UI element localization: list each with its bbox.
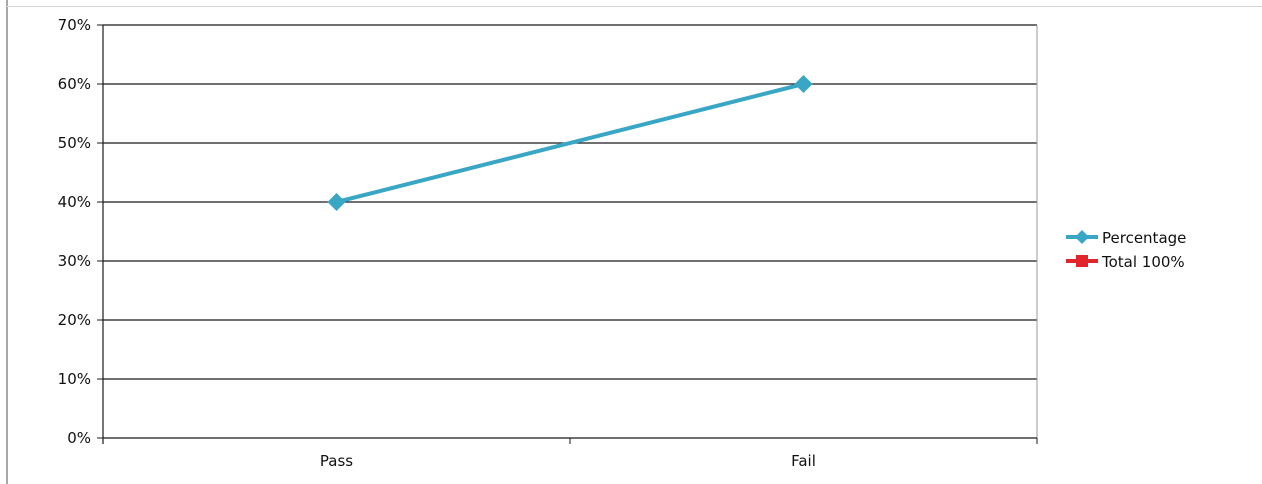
series xyxy=(327,75,813,211)
y-tick-label: 50% xyxy=(58,134,91,152)
gridlines xyxy=(103,24,1038,438)
chart-frame-top-border xyxy=(6,6,1262,7)
y-tick-label: 60% xyxy=(58,75,91,93)
y-tick-label: 20% xyxy=(58,311,91,329)
x-tick-label: Fail xyxy=(791,452,816,470)
chart-frame-left-border xyxy=(6,0,8,484)
legend-marker-square xyxy=(1076,255,1088,267)
x-tick-label: Pass xyxy=(320,452,353,470)
legend-label: Total 100% xyxy=(1101,253,1185,271)
y-tick-label: 70% xyxy=(58,16,91,34)
legend-label: Percentage xyxy=(1102,229,1186,247)
y-tick-label: 10% xyxy=(58,370,91,388)
legend: Percentage Total 100% xyxy=(1066,229,1186,271)
series-line xyxy=(334,82,806,204)
legend-item: Percentage xyxy=(1066,229,1186,247)
axes: 0% 10% 20% 30% 40% 50% 60% 70% Pass Fail xyxy=(58,16,1038,470)
data-point-marker xyxy=(327,193,346,211)
y-tick-label: 0% xyxy=(67,429,91,447)
y-tick-label: 30% xyxy=(58,252,91,270)
legend-item: Total 100% xyxy=(1066,253,1185,271)
legend-marker-diamond xyxy=(1075,230,1089,244)
data-point-marker xyxy=(794,75,813,93)
y-tick-label: 40% xyxy=(58,193,91,211)
